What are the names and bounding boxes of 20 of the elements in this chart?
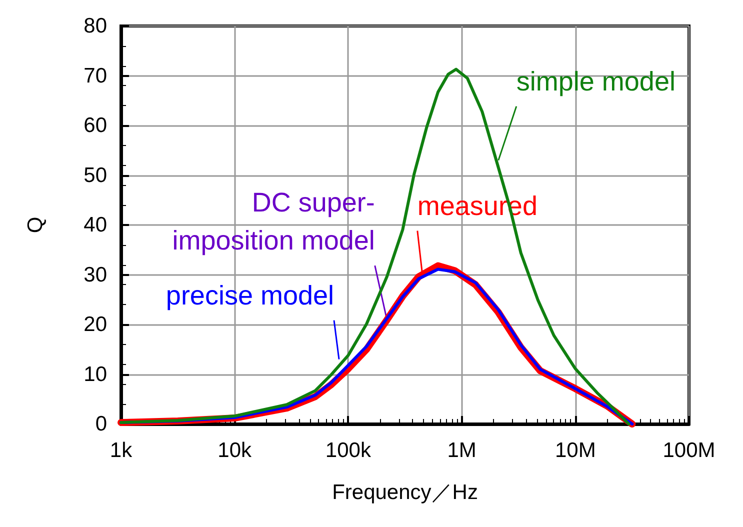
y-tick-label: 20 [84, 313, 107, 336]
x-tick-label: 100k [325, 439, 372, 462]
y-tick-label: 0 [95, 412, 107, 436]
x-tick-label: 1k [110, 439, 133, 462]
y-tick-label: 40 [84, 214, 107, 236]
x-tick-label: 10k [218, 439, 252, 462]
y-axis-title: Q [24, 216, 47, 234]
annotation: DC super- imposition model [172, 188, 375, 256]
y-tick-label: 10 [84, 362, 107, 386]
y-tick-label: 30 [84, 263, 107, 286]
y-tick-label: 80 [84, 14, 107, 38]
x-tick-label: 10M [554, 439, 596, 462]
x-axis-title: Frequency／Hz [332, 481, 478, 504]
y-tick-label: 60 [84, 114, 107, 137]
y-tick-label: 50 [84, 164, 107, 187]
annotation: simple model [516, 66, 676, 96]
x-tick-label: 100M [662, 439, 716, 462]
y-tick-label: 70 [84, 64, 107, 88]
annotation: precise model [166, 280, 334, 310]
x-tick-label: 1M [447, 439, 476, 462]
